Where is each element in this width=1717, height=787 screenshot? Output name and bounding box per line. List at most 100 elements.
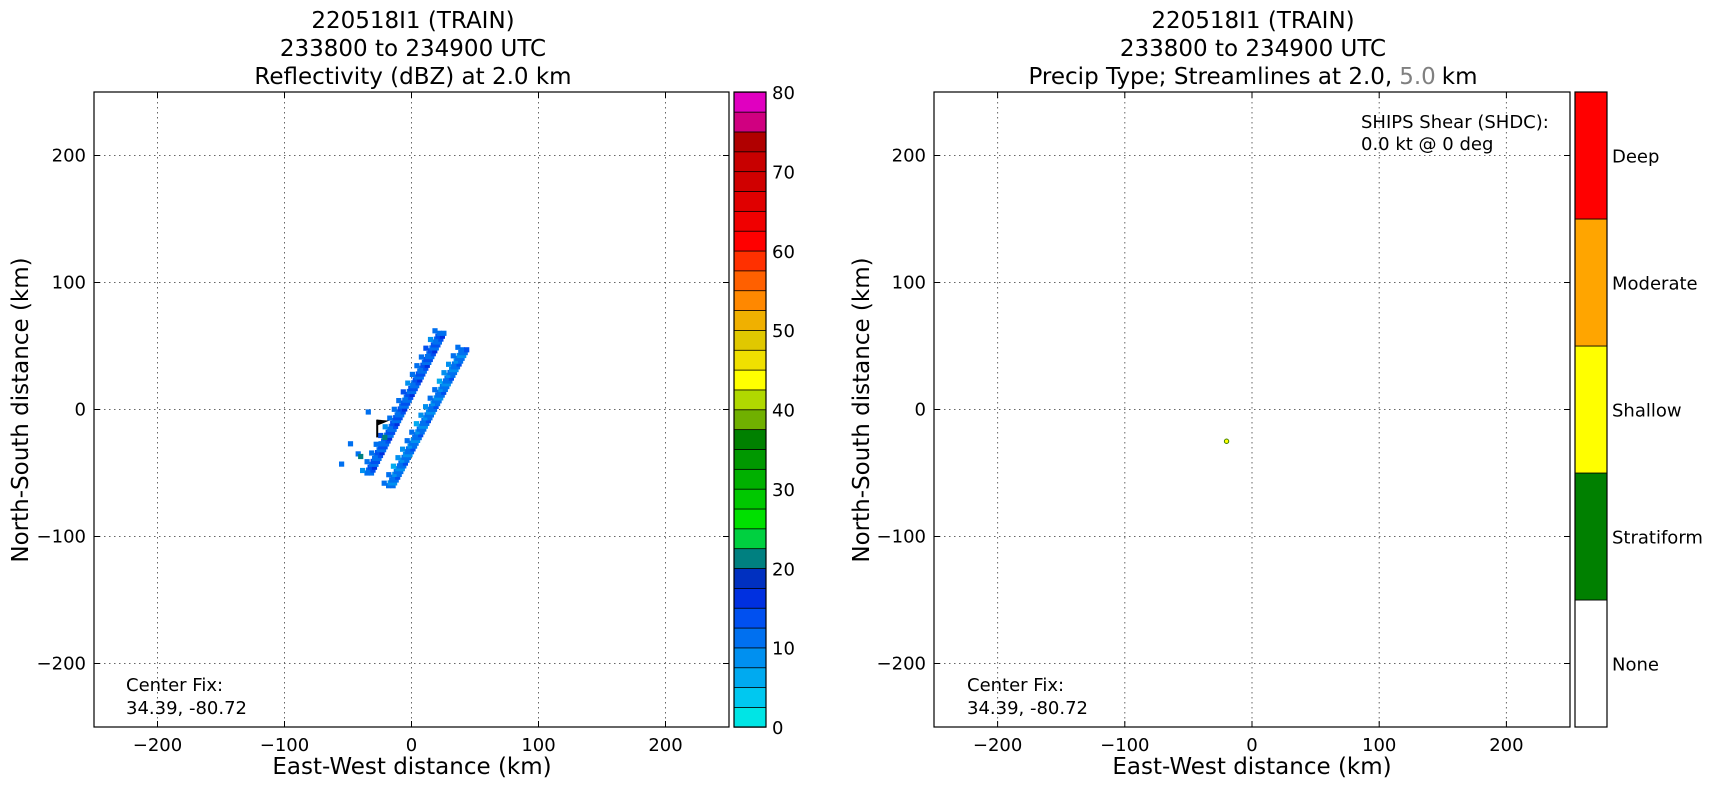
left-title-line-3: Reflectivity (dBZ) at 2.0 km: [254, 64, 571, 90]
reflectivity-pixel: [462, 350, 468, 356]
precip-type-colorbar-labels: None Stratiform Shallow Moderate Deep: [1612, 147, 1703, 676]
dbz-colorbar-swatch: [733, 488, 767, 510]
left-y-tick-label: −200: [37, 654, 86, 675]
dbz-colorbar-swatch: [733, 607, 767, 629]
reflectivity-pixel: [456, 361, 462, 367]
reflectivity-pixel: [423, 404, 429, 410]
reflectivity-pixel: [406, 446, 412, 452]
reflectivity-pixel: [428, 412, 434, 418]
reflectivity-pixel: [379, 450, 385, 456]
reflectivity-pixel: [409, 391, 415, 397]
reflectivity-pixel: [458, 350, 464, 356]
reflectivity-pixel: [427, 336, 434, 343]
reflectivity-pixel: [442, 378, 448, 384]
left-x-tick-label: 200: [648, 735, 682, 756]
reflectivity-pixel: [411, 380, 417, 386]
wind-barb-flag: [377, 419, 390, 426]
reflectivity-pixel: [423, 345, 429, 351]
reflectivity-pixel: [401, 454, 407, 460]
reflectivity-pixel: [408, 386, 414, 392]
dbz-colorbar-swatch: [733, 309, 767, 331]
reflectivity-pixel: [421, 426, 427, 432]
reflectivity-pixel: [435, 392, 441, 398]
reflectivity-pixel: [432, 328, 438, 334]
reflectivity-pixel: [393, 477, 399, 483]
right-title-line-3: Precip Type; Streamlines at 2.0, 5.0 km: [1028, 64, 1477, 90]
reflectivity-pixel: [464, 347, 470, 353]
reflectivity-pixel: [405, 454, 411, 460]
dbz-colorbar-swatch: [733, 587, 767, 609]
reflectivity-pixel: [371, 464, 378, 470]
reflectivity-pixel: [401, 463, 407, 469]
reflectivity-pixel: [399, 403, 405, 409]
right-x-tick-label: −100: [1100, 735, 1149, 756]
reflectivity-pixel: [405, 391, 411, 397]
reflectivity-pixel: [388, 423, 394, 429]
reflectivity-pixel: [427, 348, 433, 354]
reflectivity-pixel: [367, 464, 373, 470]
reflectivity-pixel: [404, 449, 410, 455]
reflectivity-pixel: [418, 365, 424, 371]
reflectivity-pixel: [400, 446, 406, 452]
reflectivity-pixel: [415, 437, 421, 443]
reflectivity-pixel: [392, 471, 398, 477]
reflectivity-pixel: [400, 400, 406, 406]
dbz-colorbar-swatch: [733, 230, 767, 252]
reflectivity-pixel: [404, 438, 410, 444]
reflectivity-pixel: [360, 467, 366, 474]
reflectivity-pixel: [413, 432, 419, 438]
reflectivity-pixel: [358, 453, 364, 460]
dbz-colorbar-swatch: [733, 508, 767, 530]
dbz-colorbar-swatch: [733, 111, 767, 133]
reflectivity-pixel: [381, 447, 387, 453]
reflectivity-pixel: [370, 458, 376, 464]
reflectivity-pixel: [393, 415, 399, 421]
reflectivity-pixel: [454, 364, 461, 370]
left-wind-barb: [376, 419, 390, 438]
right-precip-data: [1223, 438, 1230, 444]
reflectivity-pixel: [445, 381, 451, 387]
reflectivity-pixel: [402, 397, 408, 403]
reflectivity-pixel: [390, 483, 396, 489]
reflectivity-pixel: [407, 443, 413, 449]
reflectivity-panel: 220518I1 (TRAIN) 233800 to 234900 UTC Re…: [8, 8, 795, 780]
dbz-colorbar-tick-label: 0: [772, 718, 783, 739]
reflectivity-pixel: [444, 375, 450, 381]
right-axis-ticks: −200 −100 0 100 200 −200 −100 0 100 200: [877, 92, 1570, 756]
reflectivity-pixel: [374, 458, 381, 464]
reflectivity-pixel: [391, 418, 397, 424]
dbz-colorbar-swatch: [733, 667, 767, 689]
reflectivity-pixel: [390, 429, 396, 435]
precip-type-colorbar: [1574, 91, 1608, 728]
dbz-colorbar-swatch: [733, 528, 767, 550]
reflectivity-pixel: [384, 441, 390, 447]
reflectivity-pixel: [397, 406, 403, 412]
reflectivity-pixel: [409, 429, 415, 435]
reflectivity-pixel: [396, 471, 402, 477]
reflectivity-pixel: [430, 409, 436, 415]
reflectivity-pixel: [396, 409, 402, 415]
precip-colorbar-label-deep: Deep: [1612, 147, 1659, 168]
dbz-colorbar-tick-label: 60: [772, 242, 795, 263]
reflectivity-pixel: [365, 409, 371, 415]
reflectivity-pixel: [429, 403, 435, 409]
reflectivity-pixel: [403, 394, 409, 400]
reflectivity-pixel: [433, 395, 439, 401]
reflectivity-pixel: [459, 355, 465, 361]
reflectivity-pixel: [347, 441, 354, 447]
reflectivity-pixel: [429, 345, 435, 351]
shear-value: 0.0 kt @ 0 deg: [1361, 134, 1493, 155]
dbz-colorbar-swatch: [733, 270, 767, 292]
dbz-colorbar-swatch: [733, 686, 767, 708]
reflectivity-pixel: [382, 434, 388, 440]
reflectivity-pixel: [376, 455, 382, 461]
reflectivity-pixel: [439, 333, 445, 339]
precip-colorbar-label-shallow: Shallow: [1612, 401, 1682, 422]
right-x-tick-label: 200: [1489, 735, 1523, 756]
reflectivity-pixel: [368, 470, 375, 476]
precip-type-point: [1223, 438, 1230, 444]
reflectivity-pixel: [419, 420, 425, 426]
dbz-colorbar-swatch: [733, 91, 767, 113]
left-x-tick-label: −200: [133, 735, 182, 756]
reflectivity-pixel: [382, 424, 388, 430]
